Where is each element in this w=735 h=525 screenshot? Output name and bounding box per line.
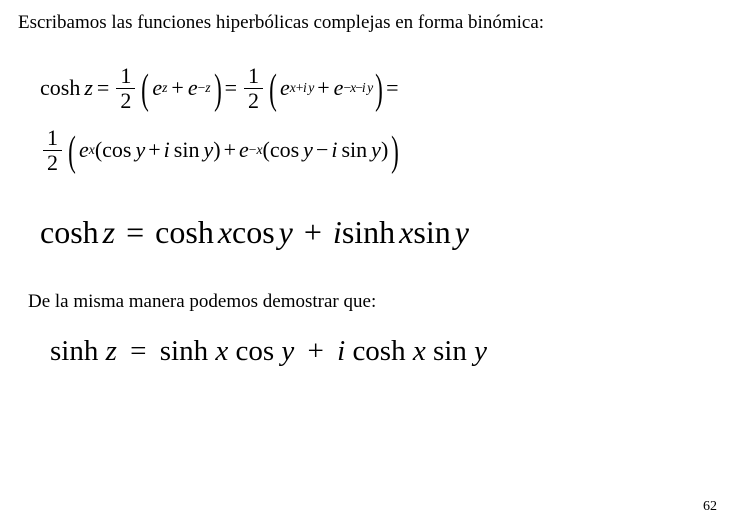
page-number: 62 [703, 499, 717, 515]
sym-y: y [474, 335, 487, 367]
sym-y: y [367, 80, 372, 95]
derivation-line-1: cosh z = 1 2 ( ez + e−z ) = 1 2 ( ex+i y… [40, 60, 717, 116]
sym-e: e [188, 75, 198, 101]
sym-cos: cos [232, 214, 275, 250]
sym-eq: = [126, 214, 144, 250]
sym-cosh: cosh [40, 214, 99, 250]
frac-den: 2 [116, 89, 135, 112]
sym-plus: + [304, 214, 322, 250]
sym-y: y [303, 137, 313, 163]
sym-cos: cos [235, 335, 274, 367]
sym-cosh: cosh [40, 75, 80, 101]
sym-minus: − [316, 137, 328, 163]
sym-lp: ( [263, 137, 270, 163]
sym-plus: + [317, 75, 329, 101]
sym-sin: sin [433, 335, 467, 367]
sym-sinh: sinh [342, 214, 395, 250]
sym-y: y [455, 214, 469, 250]
sym-sin: sin [341, 137, 367, 163]
sym-y: y [279, 214, 293, 250]
sym-i: i [331, 137, 337, 163]
frac-num: 1 [244, 64, 263, 88]
sym-z: z [106, 335, 117, 367]
sym-e: e [334, 75, 344, 101]
sym-sinh: sinh [160, 335, 208, 367]
sym-cos: cos [270, 137, 299, 163]
sym-x: x [399, 214, 413, 250]
sym-e: e [152, 75, 162, 101]
frac-half-2: 1 2 [244, 64, 263, 111]
sym-lp: ( [95, 137, 102, 163]
frac-half-1: 1 2 [116, 64, 135, 111]
intro-text: Escribamos las funciones hiperbólicas co… [18, 12, 717, 34]
derivation-cosh: cosh z = 1 2 ( ez + e−z ) = 1 2 ( ex+i y… [40, 60, 717, 178]
sym-z: z [84, 75, 93, 101]
sym-y: y [281, 335, 294, 367]
sym-plus: + [148, 137, 160, 163]
sym-z: z [103, 214, 115, 250]
frac-half-3: 1 2 [43, 126, 62, 173]
sym-y: y [135, 137, 145, 163]
sym-rp: ) [213, 137, 220, 163]
sym-cosh: cosh [155, 214, 214, 250]
sym-x: x [215, 335, 228, 367]
sym-sinh: sinh [50, 335, 98, 367]
sym-y: y [371, 137, 381, 163]
sym-e: e [280, 75, 290, 101]
sym-rp: ) [381, 137, 388, 163]
derivation-line-2: 1 2 ( ex (cosy + isiny) + e−x (cosy − is… [40, 122, 717, 178]
sym-eq: = [97, 75, 109, 101]
result-cosh: coshz = coshxcosy + isinhxsiny [40, 214, 717, 251]
sym-i: i [164, 137, 170, 163]
sym-eq: = [386, 75, 398, 101]
sym-x: x [218, 214, 232, 250]
sym-e: e [239, 137, 249, 163]
frac-num: 1 [43, 126, 62, 150]
sym-plus: + [171, 75, 183, 101]
sym-sin: sin [413, 214, 450, 250]
sym-plus: + [224, 137, 236, 163]
sym-x: x [413, 335, 426, 367]
sym-e: e [79, 137, 89, 163]
sym-y: y [203, 137, 213, 163]
sym-cosh: cosh [352, 335, 405, 367]
sym-cos: cos [102, 137, 131, 163]
sym-i: i [337, 335, 345, 367]
minus: − [355, 80, 362, 95]
frac-den: 2 [244, 89, 263, 112]
sym-eq: = [130, 335, 146, 367]
sym-i: i [333, 214, 342, 250]
frac-den: 2 [43, 151, 62, 174]
result-sinh: sinh z = sinh x cos y + i cosh x sin y [50, 335, 717, 368]
sym-eq: = [225, 75, 237, 101]
frac-num: 1 [116, 64, 135, 88]
sym-sin: sin [174, 137, 200, 163]
sym-plus: + [308, 335, 324, 367]
outro-text: De la misma manera podemos demostrar que… [28, 291, 717, 313]
sym-z: z [205, 80, 210, 95]
